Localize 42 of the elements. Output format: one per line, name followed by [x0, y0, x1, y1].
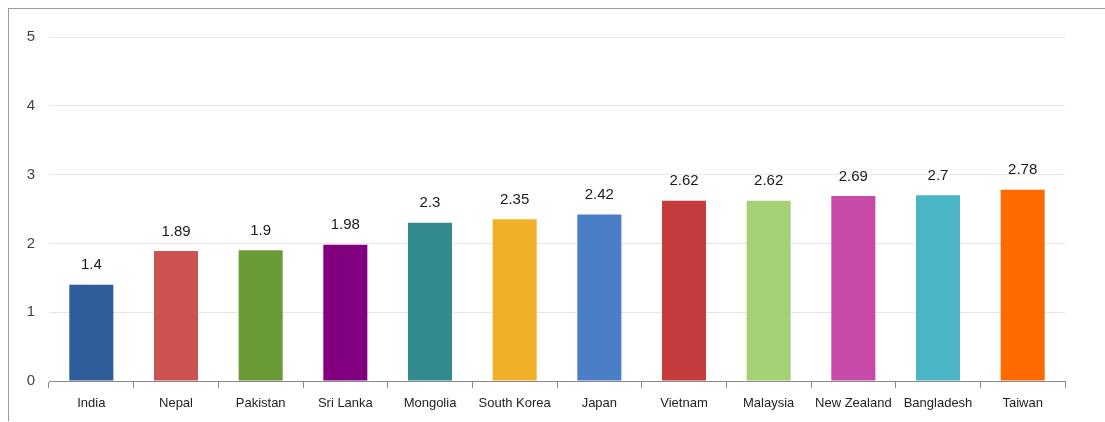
bar: [323, 244, 368, 381]
bar: [1000, 189, 1045, 381]
x-tick-label: Japan: [581, 395, 618, 411]
data-label: 2.62: [669, 171, 699, 189]
data-label: 1.4: [80, 255, 102, 273]
data-label: 2.69: [838, 166, 868, 184]
y-tick-label: 4: [26, 95, 35, 113]
bar: [746, 200, 791, 381]
x-tick-label: Sri Lanka: [317, 395, 374, 411]
data-label: 2.3: [419, 193, 441, 211]
bar: [577, 214, 622, 381]
data-label: 2.78: [1008, 160, 1038, 178]
x-tick-label: Bangladesh: [903, 395, 973, 411]
data-label: 2.7: [927, 165, 949, 183]
data-label: 1.98: [330, 215, 360, 233]
x-tick-label: Nepal: [159, 395, 194, 411]
bar: [492, 219, 537, 381]
x-tick-label: Taiwan: [1002, 395, 1043, 411]
x-tick-label: India: [77, 395, 107, 411]
x-tick-label: South Korea: [478, 395, 552, 411]
bar: [915, 195, 961, 381]
y-tick-label: 0: [26, 371, 35, 389]
x-tick-label: Mongolia: [403, 395, 458, 411]
bar: [153, 250, 199, 381]
x-tick-label: Pakistan: [235, 395, 286, 411]
data-label: 1.89: [161, 221, 191, 239]
x-tick-label: New Zealand: [815, 395, 892, 411]
x-tick-label: Vietnam: [660, 395, 708, 411]
data-label: 2.42: [584, 185, 614, 203]
bar: [661, 200, 707, 381]
data-label: 1.9: [250, 220, 272, 238]
data-label: 2.35: [500, 189, 530, 207]
bar: [69, 284, 114, 381]
bar: [238, 250, 283, 381]
bar: [407, 222, 453, 381]
y-tick-label: 3: [26, 164, 35, 182]
bar: [831, 195, 876, 381]
y-tick-label: 1: [26, 302, 35, 320]
y-tick-label: 2: [26, 233, 35, 251]
y-tick-label: 5: [26, 27, 35, 45]
data-label: 2.62: [754, 171, 784, 189]
x-tick-label: Malaysia: [743, 395, 796, 411]
